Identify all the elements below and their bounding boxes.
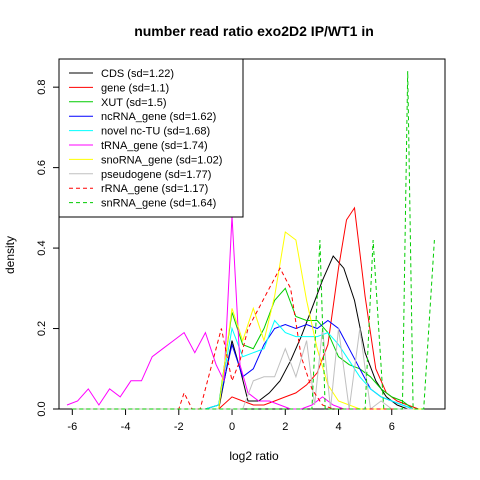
legend-label: rRNA_gene (sd=1.17) (101, 183, 208, 195)
y-tick-label: 0.2 (36, 321, 48, 336)
x-tick-label: -2 (174, 421, 184, 433)
legend-label: CDS (sd=1.22) (101, 68, 174, 80)
legend-label: snRNA_gene (sd=1.64) (101, 198, 216, 210)
series-line-8 (72, 267, 398, 410)
legend-label: gene (sd=1.1) (101, 82, 169, 94)
series-line-2 (72, 287, 424, 410)
x-tick-label: -6 (67, 421, 77, 433)
series-line-6 (72, 231, 424, 410)
legend-box (58, 58, 244, 218)
x-tick-label: 4 (335, 421, 341, 433)
legend-label: ncRNA_gene (sd=1.62) (101, 111, 216, 123)
x-axis: -6 -4 -2 0 2 4 6 (67, 409, 395, 433)
series-line-5 (66, 215, 376, 410)
chart-title: number read ratio exo2D2 IP/WT1 in (134, 23, 374, 39)
x-tick-label: -4 (121, 421, 131, 433)
y-tick-label: 0.6 (36, 160, 48, 175)
y-axis-label: density (3, 236, 17, 274)
series-layer (66, 71, 435, 410)
series-line-9 (72, 71, 435, 410)
x-tick-label: 0 (229, 421, 235, 433)
legend: CDS (sd=1.22) gene (sd=1.1) XUT (sd=1.5) nc… (58, 58, 244, 218)
y-tick-label: 0.8 (36, 80, 48, 95)
legend-label: snoRNA_gene (sd=1.02) (101, 154, 222, 166)
legend-label: XUT (sd=1.5) (101, 97, 167, 109)
y-axis: 0.0 0.2 0.4 0.6 0.8 (36, 80, 59, 417)
x-tick-label: 6 (389, 421, 395, 433)
x-axis-label: log2 ratio (229, 449, 279, 463)
plot-frame (58, 58, 446, 410)
legend-label: tRNA_gene (sd=1.74) (101, 140, 208, 152)
x-tick-label: 2 (282, 421, 288, 433)
y-tick-label: 0.4 (36, 240, 48, 255)
y-tick-label: 0.0 (36, 401, 48, 416)
legend-label: pseudogene (sd=1.77) (101, 169, 211, 181)
legend-label: novel nc-TU (sd=1.68) (101, 126, 210, 138)
